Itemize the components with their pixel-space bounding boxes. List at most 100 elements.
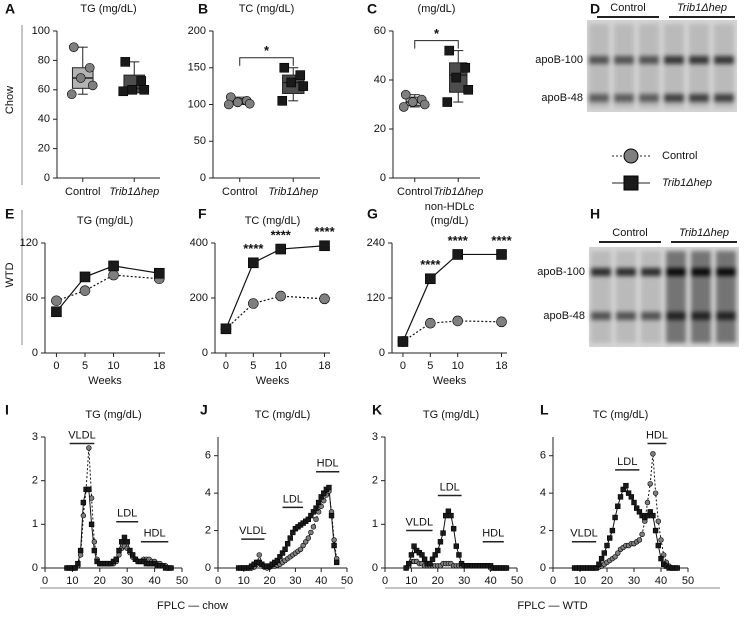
data-point	[300, 542, 306, 549]
blot-smear	[614, 24, 634, 108]
y-tick-label: 1	[372, 518, 378, 530]
y-tick-label: 120	[20, 237, 38, 249]
data-point	[452, 249, 464, 260]
data-point	[625, 490, 632, 496]
x-tick-label: 20	[94, 575, 106, 587]
data-point	[313, 516, 319, 523]
x-axis-label: Weeks	[433, 375, 467, 387]
data-point	[612, 554, 618, 560]
significance-label: ****	[271, 227, 292, 242]
panel-letter: F	[198, 206, 207, 222]
row-label: Chow	[4, 86, 16, 114]
blot-band	[616, 312, 636, 320]
y-tick-label: 1	[32, 518, 38, 530]
data-point	[72, 565, 78, 571]
blot-band-label: apoB-100	[535, 54, 583, 66]
y-tick-label: 0	[202, 347, 208, 359]
significance-label: *	[434, 26, 440, 41]
blot-smear	[616, 251, 636, 343]
x-tick-label: Control	[65, 186, 100, 198]
blot-band	[616, 268, 636, 276]
data-point	[297, 546, 304, 552]
x-tick-label: 5	[250, 360, 256, 372]
chart-title: (mg/dL)	[431, 215, 469, 227]
data-point	[652, 490, 659, 496]
x-tick-label: Trib1Δhep	[268, 186, 318, 198]
blot-band	[639, 94, 659, 102]
footer-label: FPLC — WTD	[517, 600, 587, 612]
series-line	[225, 245, 325, 330]
data-point	[51, 295, 62, 307]
data-point	[75, 73, 86, 83]
x-tick-label: 0	[550, 575, 556, 587]
y-tick-label: 0	[200, 172, 206, 184]
data-point	[623, 482, 629, 489]
y-tick-label: 60	[374, 25, 386, 37]
blot-smear	[589, 24, 609, 108]
x-tick-label: 10	[107, 360, 119, 372]
y-tick-label: 40	[38, 113, 50, 125]
y-tick-label: 0	[379, 347, 385, 359]
data-point	[127, 547, 133, 554]
data-point	[435, 547, 441, 554]
data-point	[615, 550, 621, 556]
blot-band	[639, 56, 659, 64]
data-point	[303, 539, 309, 545]
blot-smear	[641, 251, 661, 343]
fraction-label: VLDL	[239, 525, 267, 537]
data-point	[652, 527, 659, 534]
blot-band	[691, 268, 711, 276]
y-tick-label: 60	[26, 292, 38, 304]
data-point	[86, 486, 92, 493]
data-point	[593, 565, 599, 571]
data-point	[220, 323, 232, 335]
x-tick-label: 10	[238, 575, 250, 587]
x-tick-label: 20	[601, 575, 613, 587]
data-point	[425, 273, 436, 285]
data-point	[120, 57, 131, 67]
data-point	[282, 546, 288, 552]
data-point	[286, 77, 297, 88]
blot-band	[666, 268, 686, 276]
blot-band	[614, 56, 634, 64]
data-point	[116, 547, 122, 554]
y-tick-label: 0	[44, 172, 50, 184]
data-point	[633, 505, 640, 511]
data-point	[88, 495, 95, 501]
data-point	[313, 505, 319, 511]
chart-title: TG (mg/dL)	[423, 409, 479, 421]
chart-title: TC (mg/dL)	[239, 3, 295, 15]
data-point	[232, 97, 243, 108]
chart-title: TG (mg/dL)	[85, 409, 141, 421]
x-tick-label: Trib1Δhep	[109, 186, 159, 198]
x-tick-label: 50	[341, 575, 353, 587]
data-point	[437, 539, 444, 545]
data-point	[398, 102, 409, 112]
y-tick-label: 100	[32, 25, 50, 37]
data-point	[275, 243, 287, 255]
data-point	[295, 70, 306, 80]
fraction-label: HDL	[317, 458, 339, 470]
data-point	[108, 260, 119, 272]
fraction-label: LDL	[117, 508, 137, 520]
series-line	[402, 253, 502, 342]
data-point	[86, 445, 92, 451]
series-line	[574, 453, 678, 569]
data-point	[68, 42, 79, 52]
series-line	[55, 265, 160, 313]
chart-title: TC (mg/dL)	[255, 409, 311, 421]
data-point	[277, 96, 288, 106]
y-tick-label: 100	[188, 98, 206, 110]
x-tick-label: 50	[511, 575, 523, 587]
data-point	[655, 518, 661, 524]
fraction-label: LDL	[617, 456, 637, 468]
data-point	[91, 547, 98, 554]
x-tick-label: 30	[121, 575, 133, 587]
y-tick-label: 200	[188, 25, 206, 37]
chart-title: TC (mg/dL)	[245, 215, 301, 227]
x-tick-label: 0	[42, 575, 48, 587]
blot-band	[664, 94, 684, 102]
blot-band	[714, 94, 734, 102]
data-point	[615, 503, 621, 509]
footer-label: FPLC — chow	[157, 600, 228, 612]
